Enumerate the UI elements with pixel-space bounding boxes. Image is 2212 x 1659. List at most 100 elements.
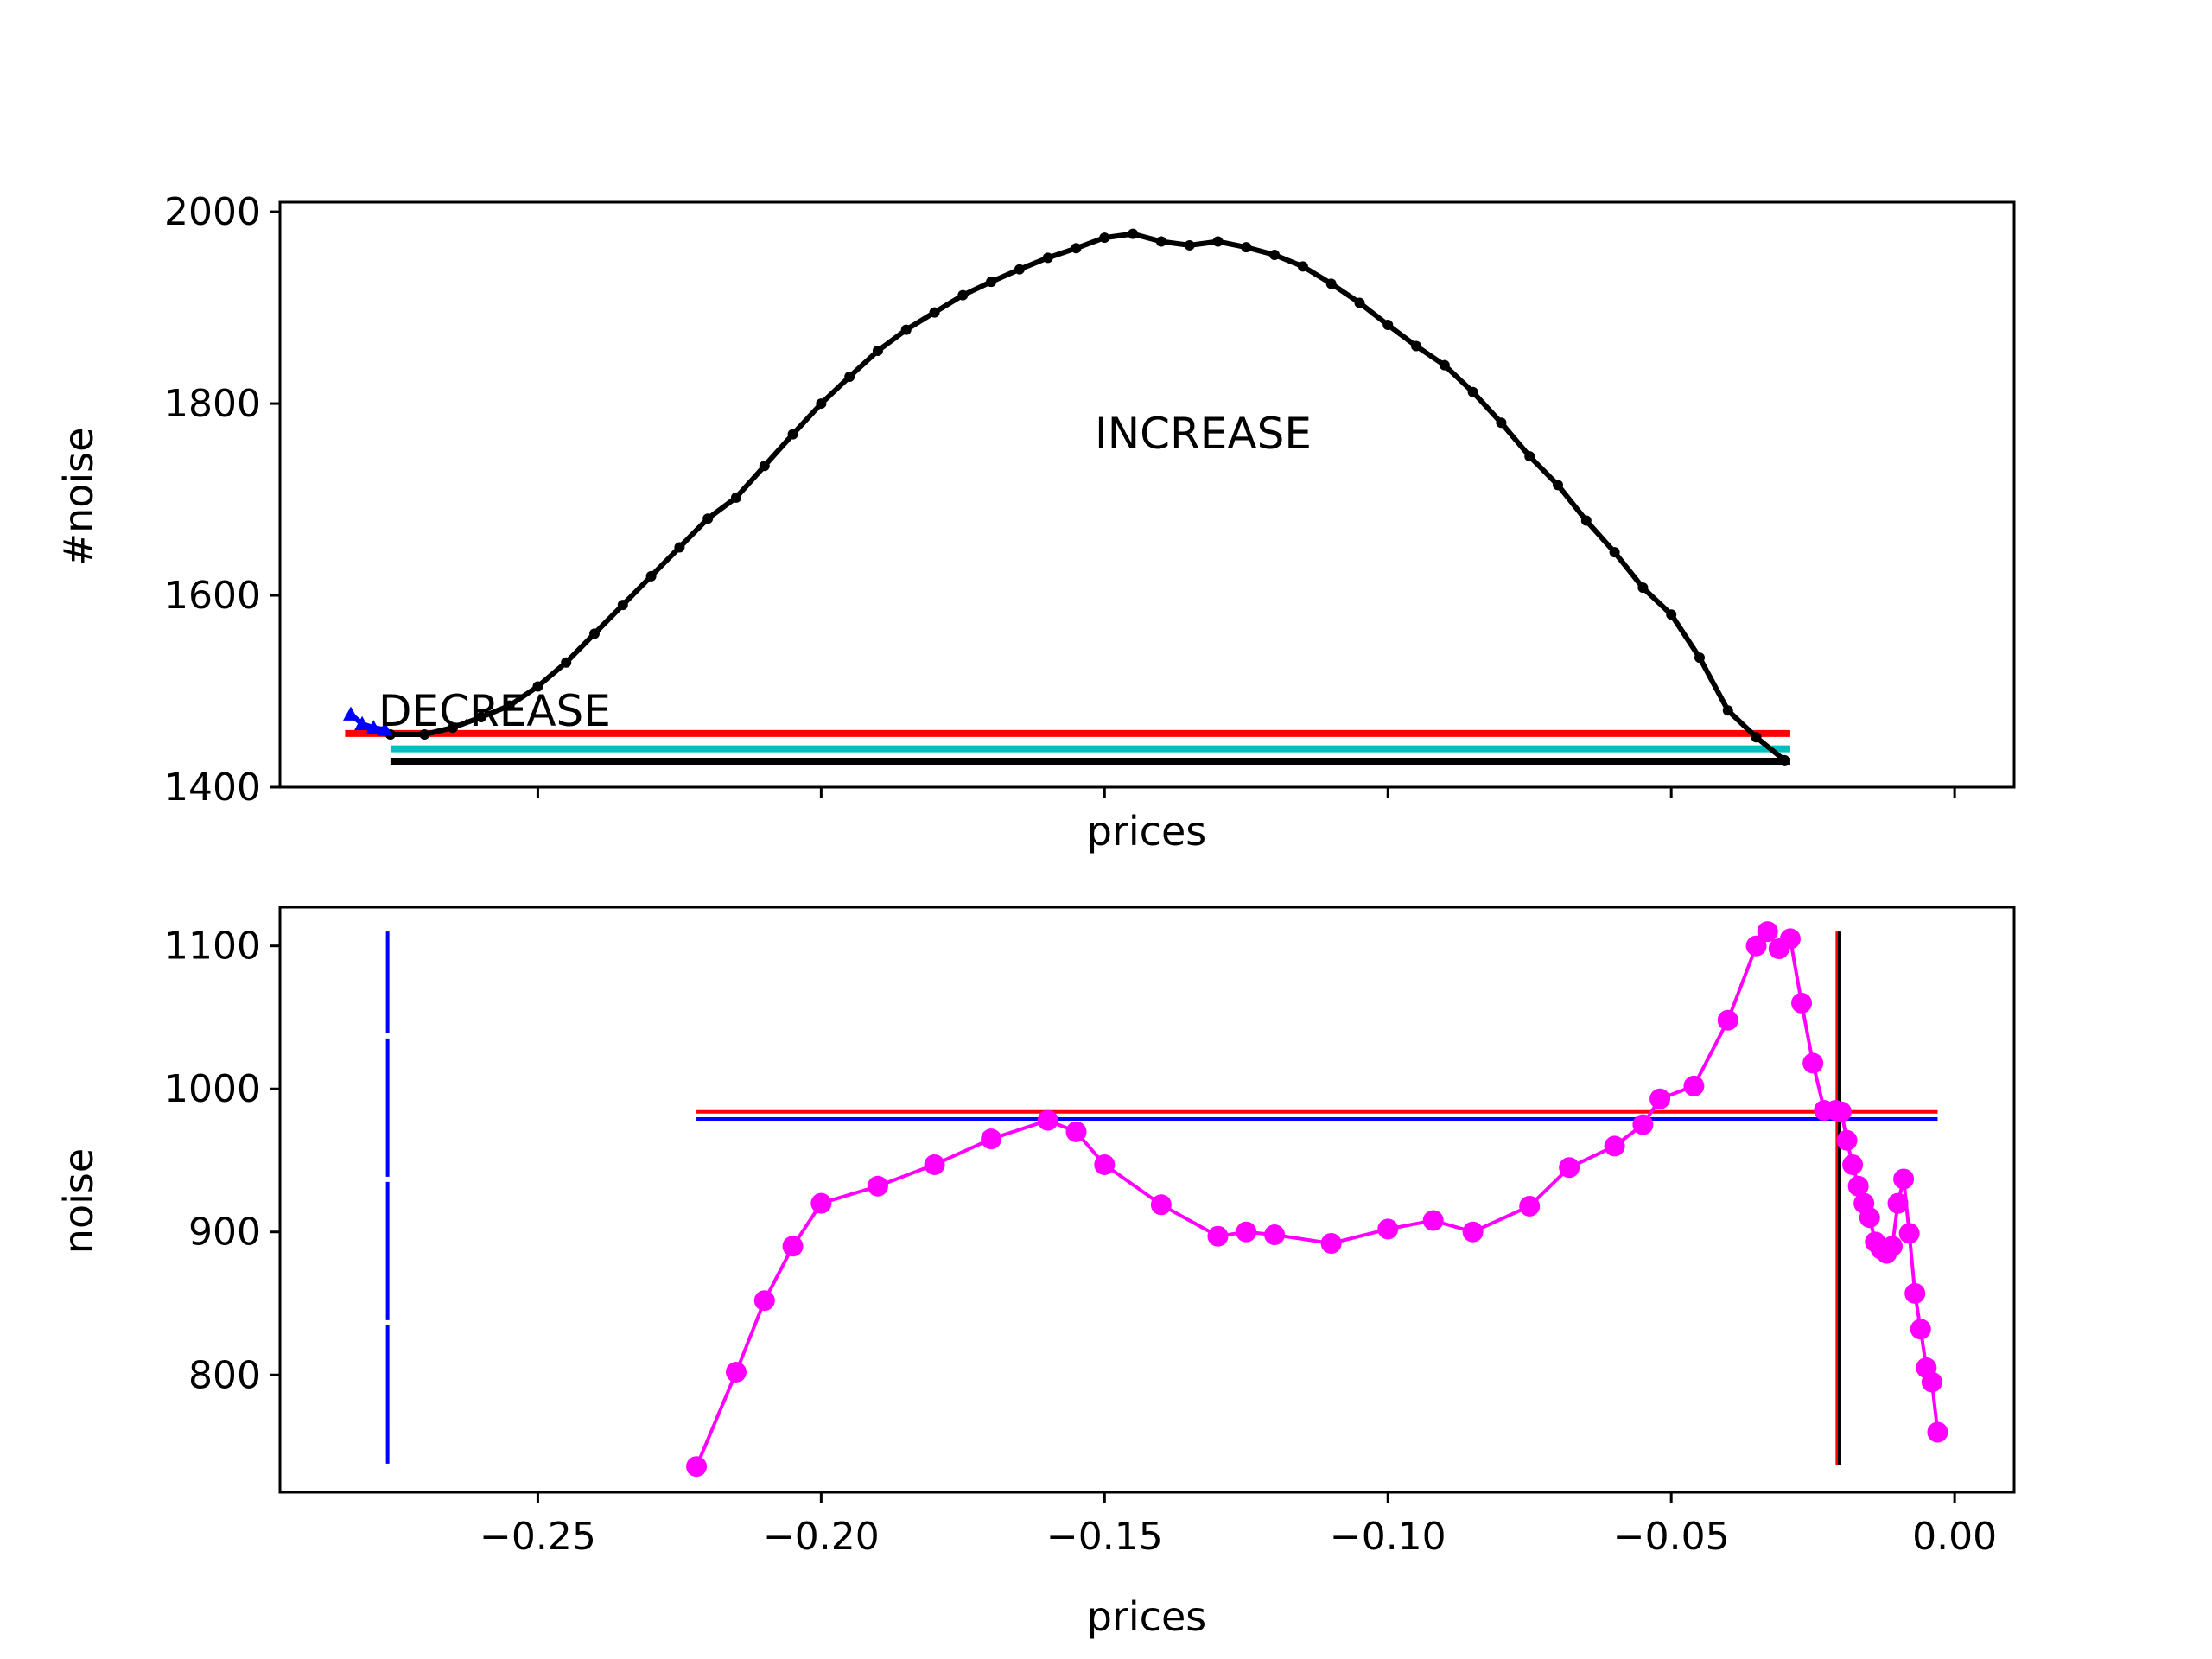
bottom-series-0-point-14 <box>1264 1224 1286 1246</box>
bottom-series-0-point-16 <box>1377 1218 1399 1240</box>
bottom-series-0-point-46 <box>1898 1223 1920 1244</box>
bottom-series-0-point-2 <box>753 1290 775 1312</box>
bottom-series-0-point-19 <box>1519 1195 1541 1217</box>
bottom-series-0-point-37 <box>1847 1175 1869 1197</box>
top-series-0-point-1 <box>419 728 430 740</box>
top-series-0-point-16 <box>844 371 855 382</box>
top-series-0-point-15 <box>816 398 827 410</box>
bottom-y-axis-label: noise <box>55 1148 102 1254</box>
bottom-series-0-point-11 <box>1150 1194 1172 1216</box>
top-series-1-point-0 <box>342 706 359 721</box>
top-x-axis-label: prices <box>1087 808 1206 855</box>
bottom-series-0-point-36 <box>1842 1154 1864 1175</box>
bottom-series-0-point-27 <box>1757 921 1778 943</box>
top-y-axis-label: #noise <box>55 428 102 567</box>
top-series-0-point-27 <box>1155 236 1166 247</box>
top-series-0-point-38 <box>1467 386 1478 397</box>
bottom-series-0-point-43 <box>1881 1236 1903 1257</box>
top-plot-layer <box>342 228 1790 766</box>
top-y-tick-label-3: 2000 <box>164 190 261 234</box>
bottom-series-0-point-18 <box>1462 1221 1484 1243</box>
top-series-0-point-9 <box>645 570 657 582</box>
top-series-0-point-12 <box>730 492 741 503</box>
bottom-series-0-point-12 <box>1207 1225 1229 1247</box>
bottom-axes-frame <box>278 906 2016 1494</box>
top-series-1-point-2 <box>365 720 382 734</box>
bottom-series-0-point-23 <box>1649 1088 1671 1109</box>
bottom-series-0-point-35 <box>1836 1129 1858 1151</box>
bottom-series-0-point-48 <box>1910 1319 1931 1340</box>
bottom-series-0-point-51 <box>1927 1421 1948 1443</box>
top-series-0-point-10 <box>674 542 685 553</box>
top-series-0-point-2 <box>448 722 459 734</box>
top-series-0-point-4 <box>504 700 515 711</box>
decrease-annotation: DECREASE <box>378 686 611 736</box>
top-series-0-point-8 <box>617 600 628 611</box>
bottom-series-0-point-45 <box>1893 1168 1915 1190</box>
top-series-0-point-42 <box>1580 515 1592 526</box>
top-series-0-point-21 <box>986 276 997 288</box>
top-series-0-line <box>390 231 1787 763</box>
bottom-series-0-point-22 <box>1632 1114 1654 1135</box>
top-series-0-point-22 <box>1014 264 1025 275</box>
bottom-series-0-point-47 <box>1904 1282 1926 1304</box>
bottom-series-0-point-26 <box>1745 935 1767 957</box>
top-series-0-point-3 <box>475 711 486 722</box>
top-y-tick-label-1: 1600 <box>164 574 261 618</box>
top-series-0-point-18 <box>900 324 912 335</box>
bottom-series-0-point-5 <box>867 1175 888 1197</box>
bottom-series-0-point-31 <box>1802 1052 1824 1074</box>
top-series-0-point-34 <box>1354 297 1365 308</box>
top-series-0-point-20 <box>957 289 969 301</box>
top-y-tick-label-0: 1400 <box>164 766 261 810</box>
bottom-series-0-point-6 <box>924 1154 945 1175</box>
bottom-series-0-point-8 <box>1037 1109 1058 1131</box>
top-series-0-point-13 <box>759 461 770 472</box>
bottom-x-axis-label: prices <box>1087 1593 1206 1640</box>
top-y-tick-label-2: 1800 <box>164 382 261 426</box>
top-series-0-point-29 <box>1212 236 1224 247</box>
bottom-series-0-point-3 <box>782 1236 804 1257</box>
top-series-0-point-25 <box>1099 232 1110 244</box>
bottom-x-tick-label-5: 0.00 <box>1912 1515 1997 1559</box>
bottom-series-0-point-21 <box>1604 1135 1625 1157</box>
bottom-y-tick-label-2: 1000 <box>164 1067 261 1111</box>
top-series-0-point-43 <box>1609 547 1620 558</box>
top-series-0-point-28 <box>1184 239 1195 251</box>
top-series-0-point-45 <box>1666 609 1677 620</box>
top-series-0-point-47 <box>1722 705 1733 716</box>
top-series-0-point-19 <box>929 307 940 318</box>
bottom-series-0-point-50 <box>1921 1371 1942 1393</box>
bottom-y-tick-label-1: 900 <box>188 1211 261 1255</box>
bottom-series-0-point-4 <box>810 1192 832 1214</box>
top-series-0-point-30 <box>1241 242 1252 253</box>
top-series-0-point-41 <box>1553 480 1564 491</box>
top-series-0-point-35 <box>1382 320 1394 331</box>
increase-annotation: INCREASE <box>1095 409 1312 459</box>
bottom-series-0-point-7 <box>981 1128 1002 1150</box>
bottom-x-tick-label-4: −0.05 <box>1613 1515 1730 1559</box>
bottom-series-0-point-0 <box>686 1456 708 1478</box>
top-series-0-point-7 <box>589 628 601 639</box>
top-series-1-point-3 <box>377 721 393 736</box>
bottom-y-tick-label-0: 800 <box>188 1353 261 1397</box>
bottom-series-0-point-17 <box>1422 1210 1444 1231</box>
bottom-tick-layer: −0.25 −0.20 −0.15 −0.10 −0.05 0.00 800 900 1000 1… <box>164 925 1997 1559</box>
bottom-x-tick-label-1: −0.20 <box>763 1515 880 1559</box>
top-series-0-point-37 <box>1439 359 1450 371</box>
top-series-0-point-31 <box>1269 250 1281 261</box>
bottom-panel: −0.25 −0.20 −0.15 −0.10 −0.05 0.00 800 900 1000 1… <box>55 906 2016 1640</box>
top-series-0-point-48 <box>1751 732 1762 743</box>
bottom-x-tick-label-2: −0.15 <box>1046 1515 1163 1559</box>
top-series-0-point-23 <box>1042 252 1053 264</box>
bottom-series-0-point-10 <box>1094 1154 1116 1175</box>
top-series-0-point-14 <box>787 429 798 440</box>
bottom-plot-layer <box>385 921 1948 1478</box>
top-series-0-point-5 <box>532 681 543 692</box>
bottom-series-0-point-1 <box>725 1361 747 1382</box>
top-series-0-point-17 <box>872 346 883 357</box>
bottom-x-tick-label-3: −0.10 <box>1330 1515 1446 1559</box>
